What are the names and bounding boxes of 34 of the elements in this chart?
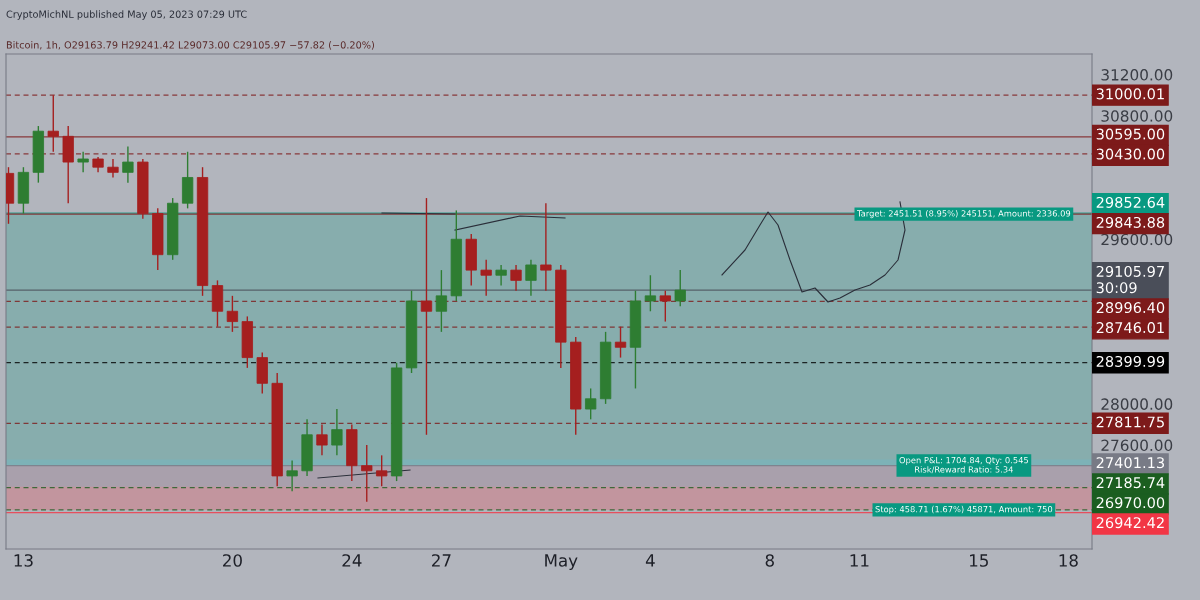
y-tick-label: 30800.00 <box>1101 110 1173 122</box>
x-tick-label: 4 <box>645 554 655 567</box>
annotation: Stop: 458.71 (1.67%) 45871, Amount: 750 <box>875 505 1053 514</box>
ref-line-label: 27185.74 <box>1096 477 1165 489</box>
ref-line-label: 31000.01 <box>1096 88 1164 100</box>
text: CryptoMichNL published May 05, 2023 07:29 UTC <box>6 10 247 20</box>
y-tick-label: 29600.00 <box>1101 233 1173 246</box>
x-tick-label: 27 <box>432 554 451 567</box>
ref-line-label: 29105.97 30:09 <box>1096 265 1164 294</box>
annotation: Open P&L: 1704.84, Qty: 0.545 Risk/Reward Ratio: 5.34 <box>899 456 1029 474</box>
y-tick-label: 27600.00 <box>1101 439 1173 452</box>
ref-line-label: 27401.13 <box>1096 457 1165 469</box>
x-tick-label: 13 <box>14 554 33 567</box>
ref-line-label: 29843.88 <box>1096 216 1165 228</box>
x-tick-label: 15 <box>970 554 988 567</box>
y-tick-label: 28000.00 <box>1101 398 1173 410</box>
ref-line-label: 28399.99 <box>1096 355 1165 367</box>
ref-line-label: 28746.01 <box>1096 322 1164 334</box>
ref-line-label: 30430.00 <box>1096 148 1165 160</box>
ref-line-label: 26970.00 <box>1096 497 1165 509</box>
ref-line-label: 29852.64 <box>1096 196 1165 208</box>
x-tick-label: 20 <box>223 554 242 567</box>
ref-line-label: 28996.40 <box>1096 302 1165 314</box>
annotation: Target: 2451.51 (8.95%) 245151, Amount: 2336.09 <box>856 210 1071 219</box>
y-tick-label: 31200.00 <box>1101 69 1173 81</box>
x-tick-label: 18 <box>1059 554 1078 567</box>
chart-title: Bitcoin, 1h, O29163.79 H29241.42 L29073.00 C29105.97 −57.82 (−0.20%) <box>6 41 374 50</box>
ref-line-label: 27811.75 <box>1096 416 1164 428</box>
ref-line-label: 30595.00 <box>1096 128 1165 140</box>
x-tick-label: May <box>545 554 578 570</box>
x-tick-label: 24 <box>342 554 362 567</box>
x-tick-label: 8 <box>765 554 774 567</box>
ref-line-label: 26942.42 <box>1096 517 1164 529</box>
x-tick-label: 11 <box>850 554 869 567</box>
